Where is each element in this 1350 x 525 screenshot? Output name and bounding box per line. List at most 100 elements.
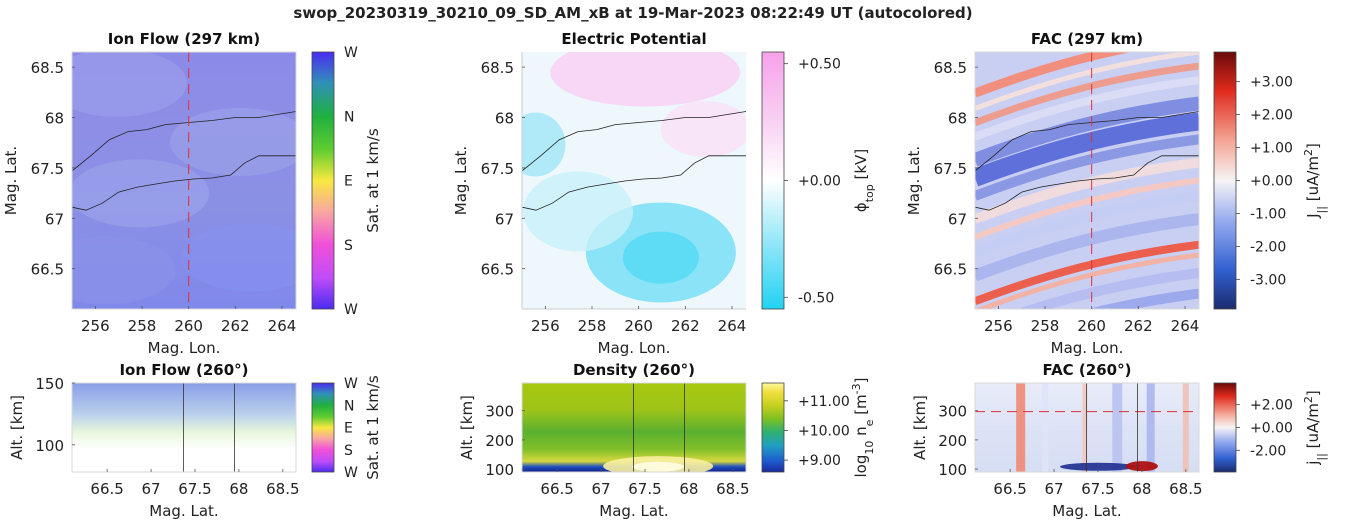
colorbar-tick-label: +2.00 [1250,108,1293,124]
y-tick-label: 68.5 [31,59,64,77]
y-tick-label: 68 [495,110,514,128]
colorbar-tick-label: +3.00 [1250,75,1293,91]
boundary-contour-2 [975,155,1199,211]
x-tick-label: 68.5 [1169,480,1202,498]
colorbar: -2.00 +0.00 +2.00 j|| [uA/m2] [1213,382,1328,473]
panel-title: Density (260°) [573,361,695,379]
x-tick-label: 67.5 [178,480,211,498]
x-tick-label: 67.5 [1081,480,1114,498]
x-tick-label: 256 [984,317,1013,335]
fac-map-image [975,52,1199,309]
boundary-contour-1 [72,111,296,172]
panel-title: FAC (260°) [1043,361,1132,379]
x-tick-label: 264 [718,317,747,335]
y-tick-label: 68 [948,110,967,128]
colorbar-tick-label: +0.00 [1250,174,1293,190]
x-tick-label: 67 [592,480,611,498]
x-tick-label: 260 [174,317,203,335]
x-tick-label: 256 [81,317,110,335]
ion-flow-alt-panel: Ion Flow (260°) 66.5 67 67.5 68 68.5 100 150 Mag… [8,361,382,520]
plot-frame [974,382,1200,473]
y-tick-label: 66.5 [481,261,514,279]
y-tick-label: 150 [35,375,64,393]
colorbar-tick-label: -0.50 [798,290,834,306]
colorbar-tick-label: -3.00 [1250,272,1286,288]
colorbar-tick-label: E [344,174,353,190]
y-tick-label: 300 [485,403,514,421]
y-tick-label: 100 [938,461,967,479]
x-tick-label: 68.5 [716,480,749,498]
y-tick-label: 67.5 [481,160,514,178]
boundary-contour-2 [522,155,746,211]
colorbar-tick-label: W [344,465,358,481]
plot-frame [974,51,1200,310]
x-tick-label: 68.5 [266,480,299,498]
y-tick-label: 68 [45,110,64,128]
potential-map-image [522,52,746,309]
panel-title: Ion Flow (297 km) [108,30,260,48]
y-tick-label: 68.5 [934,59,967,77]
colorbar-tick-label: -2.00 [1250,239,1286,255]
plot-frame [521,382,747,473]
boundary-contour-1 [975,111,1199,172]
x-tick-label: 256 [531,317,560,335]
colorbar-tick-label: -1.00 [1250,206,1286,222]
x-tick-label: 258 [1031,317,1060,335]
colorbar-tick-label: +9.00 [798,453,841,469]
x-axis-label: Mag. Lon. [598,339,671,357]
figure-title: swop_20230319_30210_09_SD_AM_xB at 19-Ma… [293,4,972,22]
colorbar-tick-label: W [344,376,358,392]
x-axis-label: Mag. Lon. [148,339,221,357]
x-tick-label: 68 [679,480,698,498]
y-tick-label: 66.5 [934,261,967,279]
y-tick-label: 200 [485,432,514,450]
x-tick-label: 68 [229,480,248,498]
y-tick-label: 67 [45,210,64,228]
x-tick-label: 66.5 [90,480,123,498]
x-tick-label: 264 [1171,317,1200,335]
colorbar-label: Sat. at 1 km/s [364,128,382,233]
colorbar-label: log10 ne [m-3] [850,378,876,478]
y-tick-label: 67 [495,210,514,228]
y-tick-label: 300 [938,403,967,421]
colorbar-tick-label: +0.00 [1250,421,1293,437]
colorbar-tick-label: S [344,238,353,254]
x-tick-label: 258 [128,317,157,335]
ion-flow-map-panel: Ion Flow (297 km) 256 258 260 262 264 66.5 67 67… [2,30,382,357]
x-axis-label: Mag. Lat. [1052,502,1121,520]
x-tick-label: 260 [624,317,653,335]
colorbar-tick-label: +1.00 [1250,141,1293,157]
panel-title: Electric Potential [561,30,706,48]
density-alt-image [522,383,746,472]
y-tick-label: 68.5 [481,59,514,77]
colorbar-tick-label: W [344,302,358,318]
y-tick-label: 100 [485,461,514,479]
x-tick-label: 66.5 [993,480,1026,498]
y-tick-label: 67 [948,210,967,228]
x-tick-label: 262 [1124,317,1153,335]
x-tick-label: 67 [142,480,161,498]
x-tick-label: 262 [671,317,700,335]
x-tick-label: 68 [1132,480,1151,498]
x-tick-label: 67.5 [628,480,661,498]
y-tick-label: 100 [35,437,64,455]
y-tick-label: 67.5 [31,160,64,178]
colorbar-tick-label: +11.00 [798,394,850,410]
x-tick-label: 67 [1045,480,1064,498]
x-tick-label: 262 [221,317,250,335]
fac-alt-panel: FAC (260°) 66.5 67 67.5 68 68.5 100 200 300 Mag. … [911,361,1328,520]
y-axis-label: Mag. Lat. [905,146,923,215]
fac-alt-image [975,383,1199,472]
x-tick-label: 258 [578,317,607,335]
colorbar-label: j|| [uA/m2] [1302,390,1328,466]
x-axis-label: Mag. Lon. [1051,339,1124,357]
x-axis-label: Mag. Lat. [149,502,218,520]
x-axis-label: Mag. Lat. [599,502,668,520]
y-tick-label: 200 [938,432,967,450]
panel-title: Ion Flow (260°) [119,361,248,379]
colorbar-tick-label: +2.00 [1250,398,1293,414]
colorbar-tick-label: +10.00 [798,423,850,439]
y-axis-label: Mag. Lat. [2,146,20,215]
